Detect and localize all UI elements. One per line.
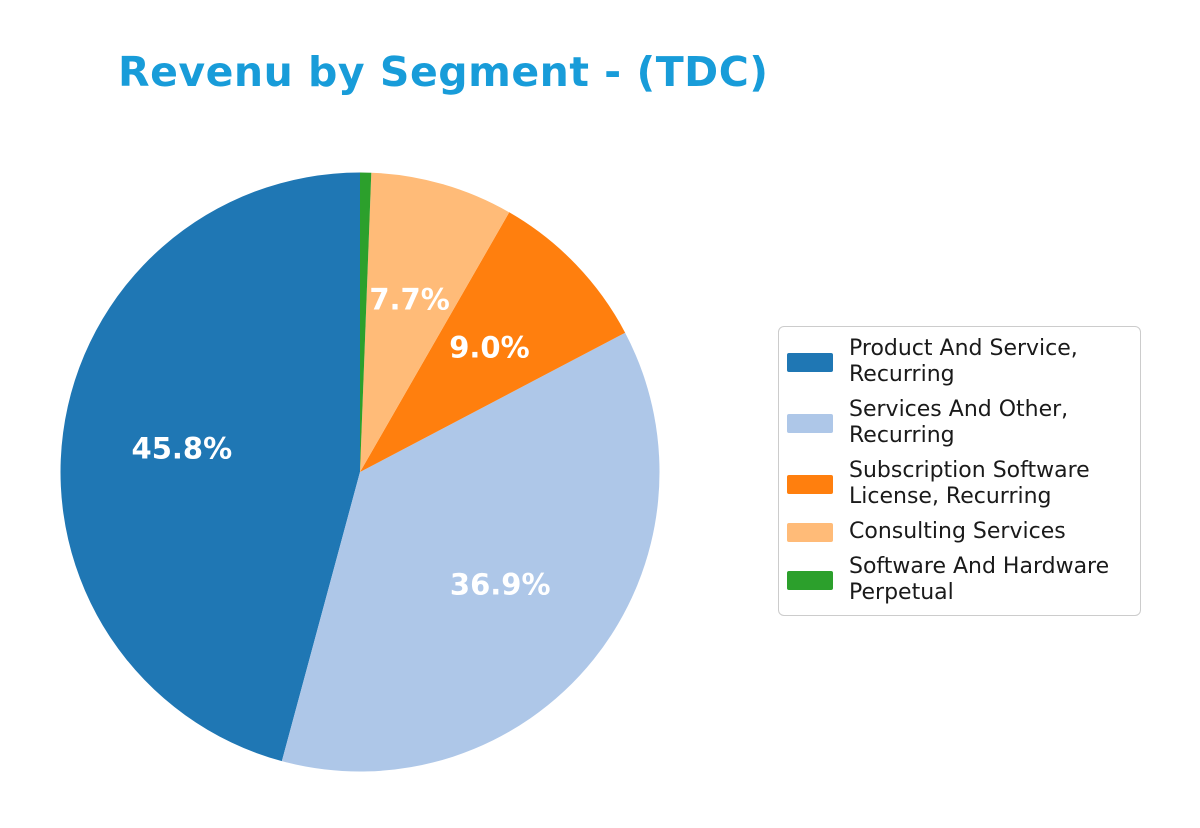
legend-label: Subscription Software License, Recurring <box>849 458 1090 509</box>
legend-swatch <box>787 474 833 494</box>
pie-slice <box>360 212 626 472</box>
legend-swatch <box>787 352 833 372</box>
chart-title: Revenu by Segment - (TDC) <box>118 48 769 96</box>
legend-label: Software And Hardware Perpetual <box>849 554 1110 605</box>
pie-slice <box>281 332 660 772</box>
legend-item: Software And Hardware Perpetual <box>787 554 1130 606</box>
legend-item: Services And Other, Recurring <box>787 397 1130 449</box>
legend-swatch <box>787 570 833 590</box>
pie-slice-percentage-label: 36.9% <box>450 567 551 601</box>
pie-chart: 45.8% 36.9% 9.0%7.7% <box>60 172 660 772</box>
legend-item: Product And Service, Recurring <box>787 336 1130 388</box>
legend: Product And Service, Recurring Services … <box>778 326 1141 616</box>
legend-label: Consulting Services <box>849 519 1066 544</box>
legend-item: Consulting Services <box>787 519 1130 545</box>
pie-slice-percentage-label: 9.0% <box>449 330 529 364</box>
legend-swatch <box>787 522 833 542</box>
pie-slice-percentage-label: 7.7% <box>369 282 449 316</box>
pie-slice-percentage-label: 45.8% <box>132 431 233 465</box>
legend-label: Services And Other, Recurring <box>849 397 1069 448</box>
pie-slice <box>60 172 361 762</box>
legend-label: Product And Service, Recurring <box>849 336 1078 387</box>
pie-slice <box>360 172 510 472</box>
legend-swatch <box>787 413 833 433</box>
pie-slice <box>360 172 372 472</box>
legend-item: Subscription Software License, Recurring <box>787 458 1130 510</box>
